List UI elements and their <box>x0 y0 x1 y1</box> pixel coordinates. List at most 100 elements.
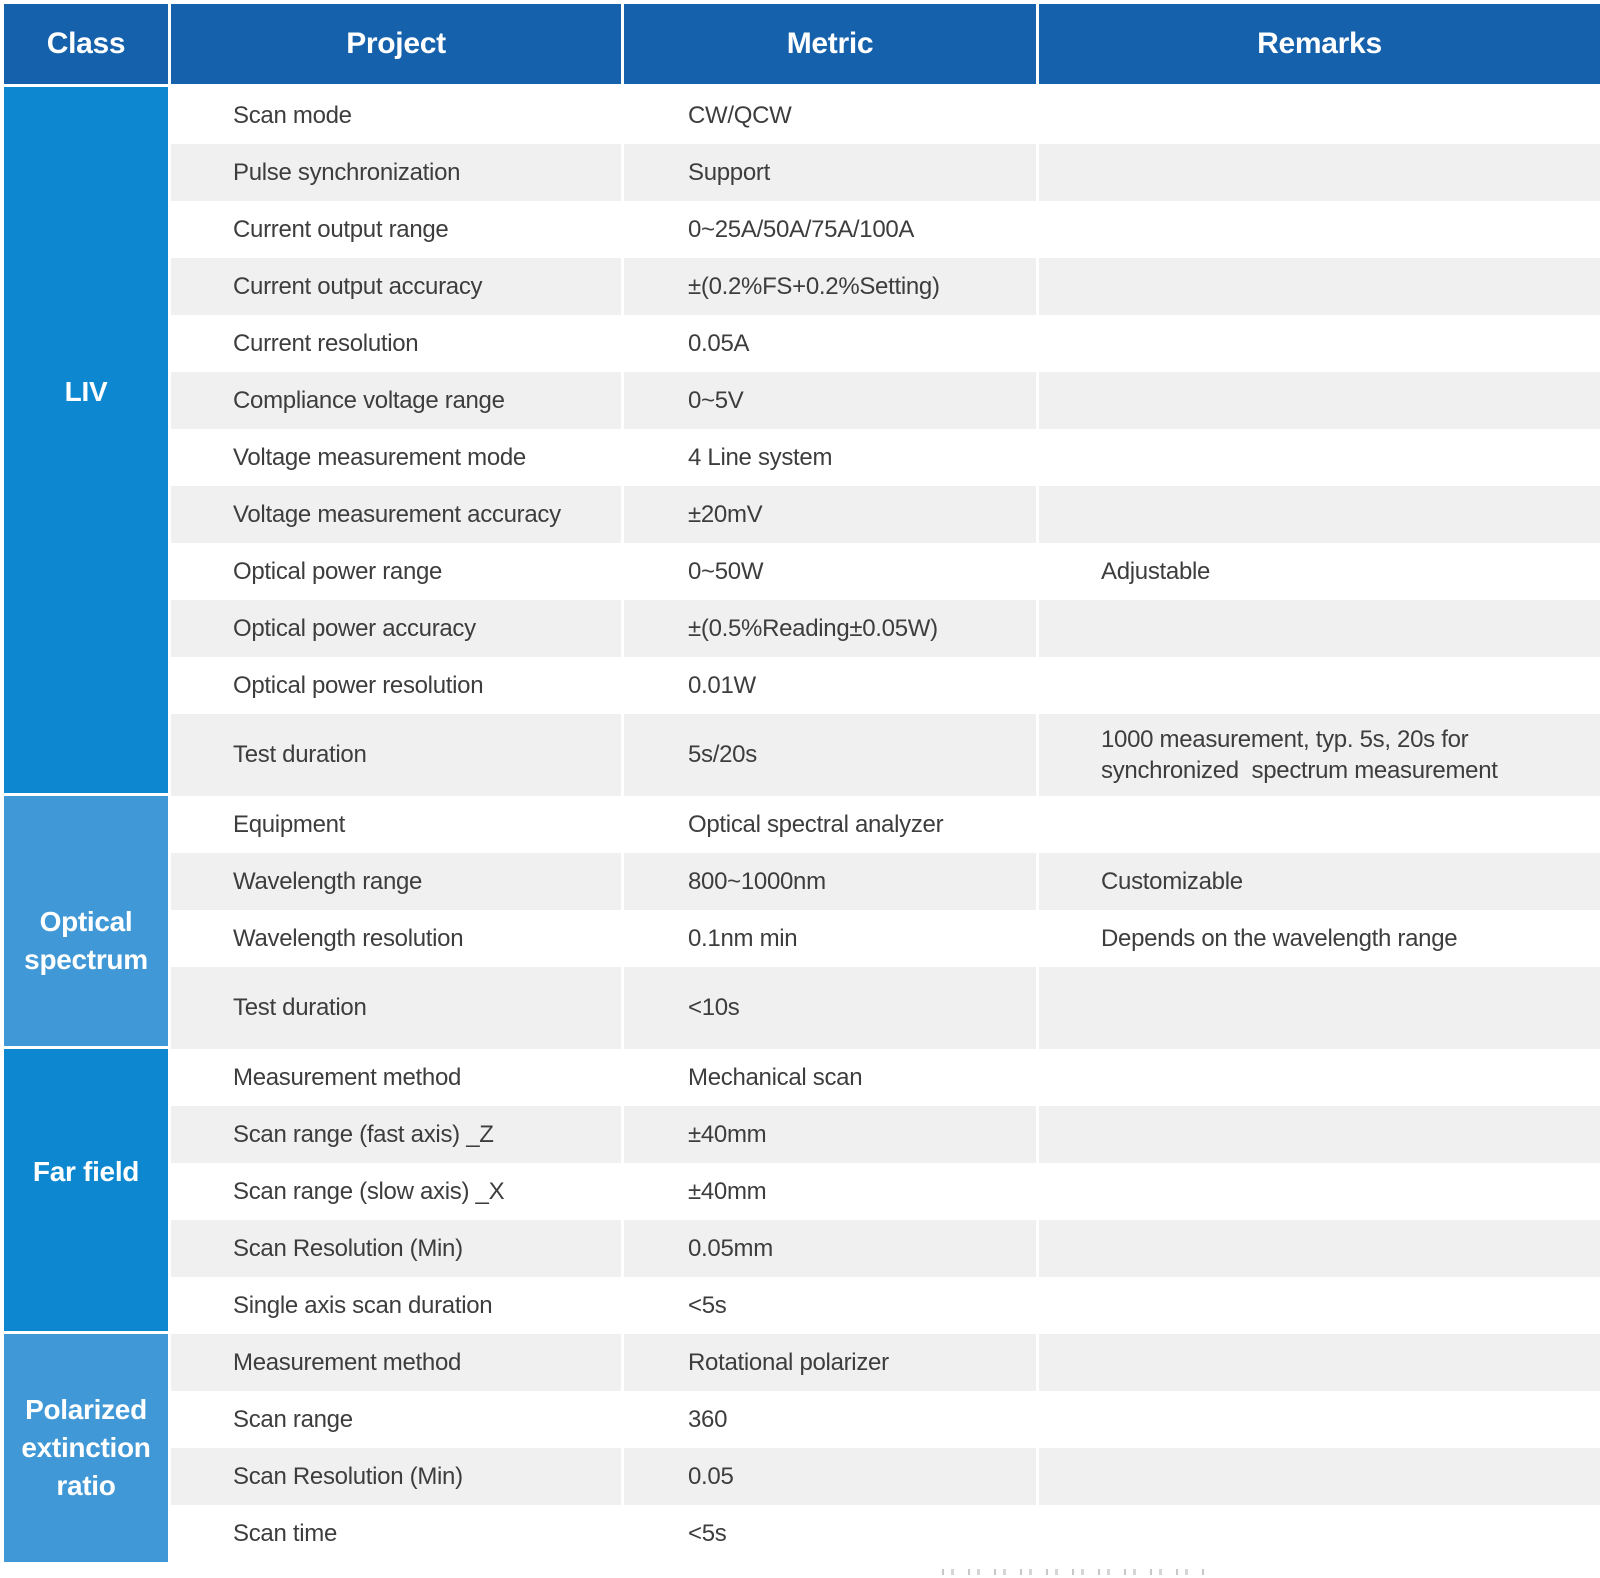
metric-text: CW/QCW <box>688 101 792 129</box>
remark-text: Adjustable <box>1101 557 1211 585</box>
metric-text: 0~25A/50A/75A/100A <box>688 215 915 243</box>
metric-text: Support <box>688 158 770 186</box>
project-cell-far-field-4: Single axis scan duration <box>171 1277 621 1334</box>
metric-text: 360 <box>688 1405 728 1433</box>
metric-text: <10s <box>688 994 740 1022</box>
metric-cell-polarized-extinction-ratio-0: Rotational polarizer <box>624 1334 1036 1391</box>
metric-text: ±(0.2%FS+0.2%Setting) <box>688 272 940 300</box>
metric-cell-liv-6: 4 Line system <box>624 429 1036 486</box>
project-text: Single axis scan duration <box>233 1291 493 1319</box>
project-cell-optical-spectrum-3: Test duration <box>171 967 621 1049</box>
metric-text: 0.05mm <box>688 1234 773 1262</box>
cutoff-text-fragment <box>942 1569 1208 1575</box>
header-cell-metric: Metric <box>624 4 1036 84</box>
metric-cell-far-field-1: ±40mm <box>624 1106 1036 1163</box>
header-cell-remarks: Remarks <box>1039 4 1600 84</box>
project-cell-liv-2: Current output range <box>171 201 621 258</box>
metric-text: 0.01W <box>688 671 756 699</box>
metric-text: 5s/20s <box>688 741 757 769</box>
remark-cell-far-field-1 <box>1039 1106 1600 1163</box>
remark-cell-liv-11: 1000 measurement, typ. 5s, 20s for synch… <box>1039 714 1600 796</box>
metric-cell-liv-4: 0.05A <box>624 315 1036 372</box>
project-text: Equipment <box>233 810 346 838</box>
project-text: Optical power range <box>233 557 443 585</box>
remark-cell-polarized-extinction-ratio-1 <box>1039 1391 1600 1448</box>
remark-cell-polarized-extinction-ratio-2 <box>1039 1448 1600 1505</box>
project-text: Wavelength resolution <box>233 924 464 952</box>
project-cell-liv-5: Compliance voltage range <box>171 372 621 429</box>
metric-text: ±20mV <box>688 500 763 528</box>
project-cell-optical-spectrum-1: Wavelength range <box>171 853 621 910</box>
class-cell-liv: LIV <box>4 87 168 796</box>
remark-cell-liv-7 <box>1039 486 1600 543</box>
metric-text: Rotational polarizer <box>688 1348 889 1376</box>
header-cell-class: Class <box>4 4 168 84</box>
metric-text: 0~5V <box>688 386 744 414</box>
project-cell-liv-9: Optical power accuracy <box>171 600 621 657</box>
metric-cell-far-field-4: <5s <box>624 1277 1036 1334</box>
header-cell-project: Project <box>171 4 621 84</box>
remark-cell-liv-3 <box>1039 258 1600 315</box>
metric-text: 0.05A <box>688 329 750 357</box>
metric-cell-liv-0: CW/QCW <box>624 87 1036 144</box>
project-cell-liv-8: Optical power range <box>171 543 621 600</box>
project-text: Measurement method <box>233 1348 462 1376</box>
project-cell-far-field-2: Scan range (slow axis) _X <box>171 1163 621 1220</box>
project-text: Pulse synchronization <box>233 158 461 186</box>
class-label: Polarized extinction ratio <box>21 1394 151 1501</box>
project-text: Current resolution <box>233 329 419 357</box>
project-cell-liv-0: Scan mode <box>171 87 621 144</box>
project-cell-far-field-1: Scan range (fast axis) _Z <box>171 1106 621 1163</box>
remark-cell-liv-5 <box>1039 372 1600 429</box>
remark-cell-liv-0 <box>1039 87 1600 144</box>
metric-cell-optical-spectrum-1: 800~1000nm <box>624 853 1036 910</box>
remark-cell-liv-9 <box>1039 600 1600 657</box>
metric-text: ±40mm <box>688 1177 767 1205</box>
metric-cell-optical-spectrum-2: 0.1nm min <box>624 910 1036 967</box>
project-cell-liv-11: Test duration <box>171 714 621 796</box>
project-text: Current output range <box>233 215 449 243</box>
project-cell-liv-10: Optical power resolution <box>171 657 621 714</box>
project-cell-polarized-extinction-ratio-3: Scan time <box>171 1505 621 1562</box>
metric-cell-polarized-extinction-ratio-3: <5s <box>624 1505 1036 1562</box>
remark-cell-optical-spectrum-3 <box>1039 967 1600 1049</box>
project-text: Scan range (fast axis) _Z <box>233 1120 494 1148</box>
metric-cell-polarized-extinction-ratio-1: 360 <box>624 1391 1036 1448</box>
class-cell-far-field: Far field <box>4 1049 168 1334</box>
project-cell-optical-spectrum-0: Equipment <box>171 796 621 853</box>
remark-cell-far-field-3 <box>1039 1220 1600 1277</box>
project-cell-far-field-3: Scan Resolution (Min) <box>171 1220 621 1277</box>
metric-text: 0.05 <box>688 1462 734 1490</box>
metric-text: ±40mm <box>688 1120 767 1148</box>
remark-cell-liv-8: Adjustable <box>1039 543 1600 600</box>
metric-text: Mechanical scan <box>688 1063 863 1091</box>
project-cell-liv-1: Pulse synchronization <box>171 144 621 201</box>
project-cell-optical-spectrum-2: Wavelength resolution <box>171 910 621 967</box>
project-cell-liv-7: Voltage measurement accuracy <box>171 486 621 543</box>
metric-cell-liv-7: ±20mV <box>624 486 1036 543</box>
metric-cell-far-field-0: Mechanical scan <box>624 1049 1036 1106</box>
metric-cell-far-field-2: ±40mm <box>624 1163 1036 1220</box>
project-cell-polarized-extinction-ratio-0: Measurement method <box>171 1334 621 1391</box>
project-cell-polarized-extinction-ratio-1: Scan range <box>171 1391 621 1448</box>
project-text: Scan Resolution (Min) <box>233 1462 463 1490</box>
metric-text: 4 Line system <box>688 443 833 471</box>
remark-cell-optical-spectrum-2: Depends on the wavelength range <box>1039 910 1600 967</box>
metric-text: 0.1nm min <box>688 924 798 952</box>
remark-cell-optical-spectrum-0 <box>1039 796 1600 853</box>
project-cell-liv-6: Voltage measurement mode <box>171 429 621 486</box>
metric-text: <5s <box>688 1291 727 1319</box>
project-text: Scan mode <box>233 101 352 129</box>
class-label: Optical spectrum <box>24 906 148 975</box>
metric-cell-liv-11: 5s/20s <box>624 714 1036 796</box>
class-cell-polarized-extinction-ratio: Polarized extinction ratio <box>4 1334 168 1562</box>
remark-text: Customizable <box>1101 867 1243 895</box>
remark-text: 1000 measurement, typ. 5s, 20s for synch… <box>1101 725 1498 784</box>
table-header-row: Class Project Metric Remarks <box>4 4 1600 84</box>
remark-cell-far-field-2 <box>1039 1163 1600 1220</box>
project-cell-far-field-0: Measurement method <box>171 1049 621 1106</box>
remark-cell-far-field-0 <box>1039 1049 1600 1106</box>
remark-cell-liv-1 <box>1039 144 1600 201</box>
metric-cell-liv-1: Support <box>624 144 1036 201</box>
